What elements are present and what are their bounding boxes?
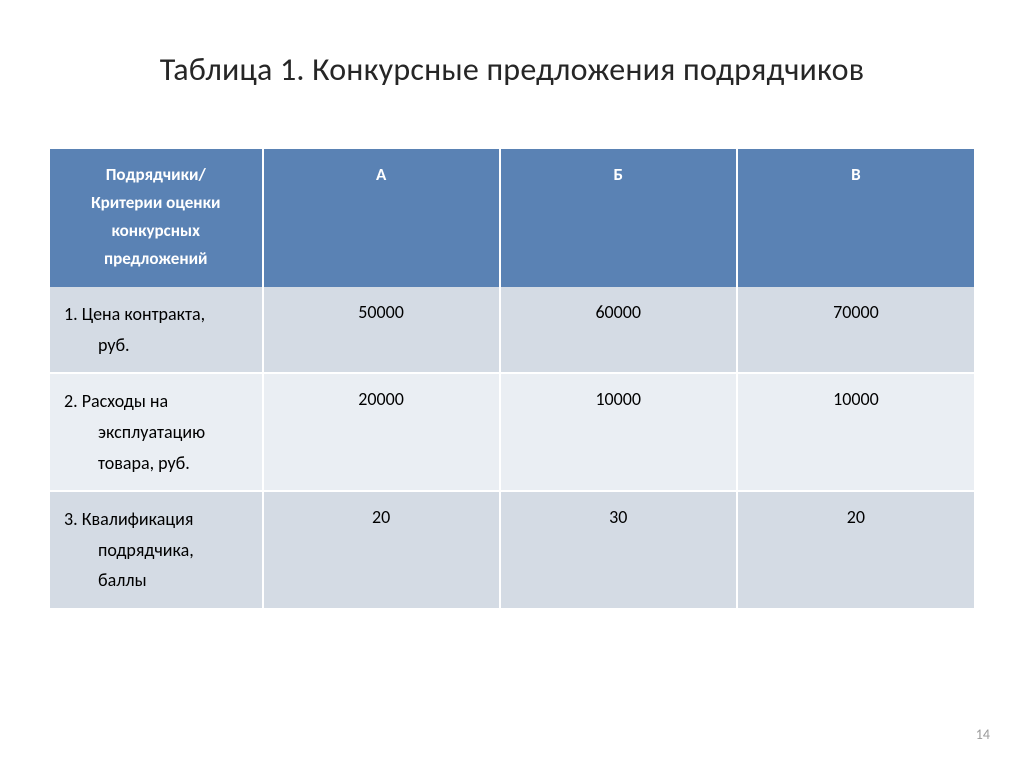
row1-l1: 1. Цена контракта, bbox=[64, 303, 205, 325]
row2-l3: товара, руб. bbox=[64, 448, 252, 479]
header-criteria-l2: Критерии оценки bbox=[91, 192, 220, 213]
contractors-table: Подрядчики/ Критерии оценки конкурсных п… bbox=[50, 149, 974, 608]
table-row: 1. Цена контракта, руб. 50000 60000 7000… bbox=[50, 287, 974, 373]
header-criteria: Подрядчики/ Критерии оценки конкурсных п… bbox=[50, 149, 263, 287]
table-row: 3. Квалификация подрядчика, баллы 20 30 … bbox=[50, 491, 974, 608]
slide: Таблица 1. Конкурсные предложения подряд… bbox=[0, 0, 1024, 767]
cell-value: 20000 bbox=[263, 373, 500, 491]
cell-value: 20 bbox=[263, 491, 500, 608]
row3-l1: 3. Квалификация bbox=[64, 508, 193, 530]
row3-l3: баллы bbox=[64, 565, 252, 596]
row3-l2: подрядчика, bbox=[64, 535, 252, 566]
table-header-row: Подрядчики/ Критерии оценки конкурсных п… bbox=[50, 149, 974, 287]
page-number: 14 bbox=[976, 726, 990, 743]
header-criteria-l4: предложений bbox=[104, 248, 208, 269]
row-label: 2. Расходы на эксплуатацию товара, руб. bbox=[50, 373, 263, 491]
slide-title: Таблица 1. Конкурсные предложения подряд… bbox=[50, 50, 974, 89]
header-col-c: В bbox=[737, 149, 974, 287]
cell-value: 30 bbox=[500, 491, 737, 608]
cell-value: 60000 bbox=[500, 287, 737, 373]
table-row: 2. Расходы на эксплуатацию товара, руб. … bbox=[50, 373, 974, 491]
cell-value: 10000 bbox=[500, 373, 737, 491]
cell-value: 50000 bbox=[263, 287, 500, 373]
header-col-a: А bbox=[263, 149, 500, 287]
cell-value: 20 bbox=[737, 491, 974, 608]
header-col-b: Б bbox=[500, 149, 737, 287]
row-label: 1. Цена контракта, руб. bbox=[50, 287, 263, 373]
row1-l2: руб. bbox=[64, 330, 252, 361]
cell-value: 10000 bbox=[737, 373, 974, 491]
row2-l2: эксплуатацию bbox=[64, 417, 252, 448]
header-criteria-l1: Подрядчики/ bbox=[106, 164, 206, 185]
row2-l1: 2. Расходы на bbox=[64, 390, 168, 412]
header-criteria-l3: конкурсных bbox=[112, 220, 200, 241]
cell-value: 70000 bbox=[737, 287, 974, 373]
row-label: 3. Квалификация подрядчика, баллы bbox=[50, 491, 263, 608]
